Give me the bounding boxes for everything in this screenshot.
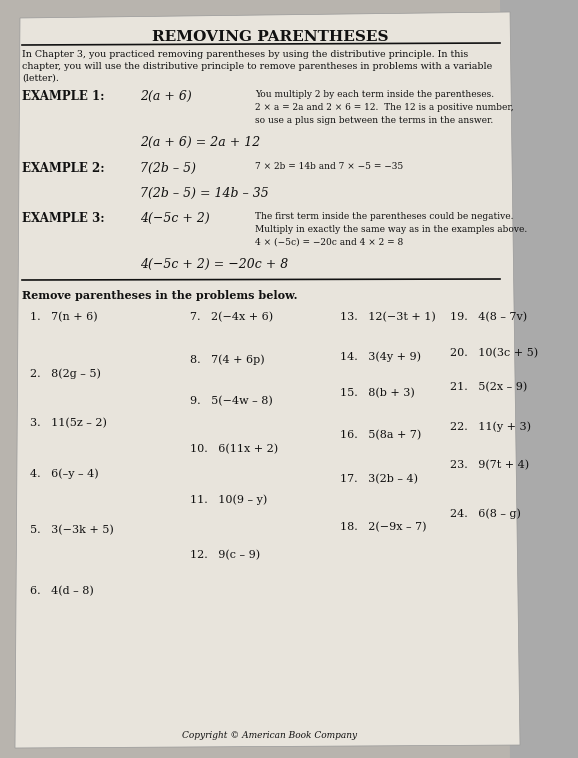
Text: 2.   8(2g – 5): 2. 8(2g – 5) [30,368,101,378]
Text: 21.   5(2x – 9): 21. 5(2x – 9) [450,382,527,393]
Text: 13.   12(−3t + 1): 13. 12(−3t + 1) [340,312,436,322]
Text: 3.   11(5z – 2): 3. 11(5z – 2) [30,418,107,429]
Text: 11.   10(9 – y): 11. 10(9 – y) [190,494,267,505]
Text: 20.   10(3c + 5): 20. 10(3c + 5) [450,349,538,359]
Text: 12.   9(c – 9): 12. 9(c – 9) [190,550,260,560]
Text: chapter, you will use the distributive principle to remove parentheses in proble: chapter, you will use the distributive p… [22,62,492,71]
Text: 2(a + 6) = 2a + 12: 2(a + 6) = 2a + 12 [140,136,260,149]
Text: 4.   6(–y – 4): 4. 6(–y – 4) [30,468,99,479]
Text: The first term inside the parentheses could be negative.: The first term inside the parentheses co… [255,212,513,221]
Text: Remove parentheses in the problems below.: Remove parentheses in the problems below… [22,290,298,301]
Text: 4(−5c + 2) = −20c + 8: 4(−5c + 2) = −20c + 8 [140,258,288,271]
Text: 5.   3(−3k + 5): 5. 3(−3k + 5) [30,525,114,535]
Text: (letter).: (letter). [22,74,59,83]
Text: 1.   7(n + 6): 1. 7(n + 6) [30,312,98,322]
Text: EXAMPLE 2:: EXAMPLE 2: [22,162,105,175]
Text: 4 × (−5c) = −20c and 4 × 2 = 8: 4 × (−5c) = −20c and 4 × 2 = 8 [255,238,403,247]
Text: 18.   2(−9x – 7): 18. 2(−9x – 7) [340,522,427,532]
Text: 10.   6(11x + 2): 10. 6(11x + 2) [190,443,278,454]
Text: 6.   4(d – 8): 6. 4(d – 8) [30,587,94,597]
Text: 4(−5c + 2): 4(−5c + 2) [140,212,210,225]
Text: 7 × 2b = 14b and 7 × −5 = −35: 7 × 2b = 14b and 7 × −5 = −35 [255,162,403,171]
Text: 9.   5(−4w – 8): 9. 5(−4w – 8) [190,396,273,406]
Text: 14.   3(4y + 9): 14. 3(4y + 9) [340,351,421,362]
Text: You multiply 2 by each term inside the parentheses.: You multiply 2 by each term inside the p… [255,90,494,99]
Text: 19.   4(8 – 7v): 19. 4(8 – 7v) [450,312,527,322]
Text: 7(2b – 5) = 14b – 35: 7(2b – 5) = 14b – 35 [140,187,269,200]
Text: 17.   3(2b – 4): 17. 3(2b – 4) [340,475,418,484]
Text: REMOVING PARENTHESES: REMOVING PARENTHESES [152,30,388,44]
Text: 24.   6(8 – g): 24. 6(8 – g) [450,508,521,518]
Text: 8.   7(4 + 6p): 8. 7(4 + 6p) [190,354,265,365]
Text: EXAMPLE 3:: EXAMPLE 3: [22,212,105,225]
Text: 2(a + 6): 2(a + 6) [140,90,192,103]
Text: so use a plus sign between the terms in the answer.: so use a plus sign between the terms in … [255,116,493,125]
Text: 2 × a = 2a and 2 × 6 = 12.  The 12 is a positive number,: 2 × a = 2a and 2 × 6 = 12. The 12 is a p… [255,103,514,112]
Text: 7(2b – 5): 7(2b – 5) [140,162,196,175]
Text: EXAMPLE 1:: EXAMPLE 1: [22,90,105,103]
Polygon shape [15,12,520,748]
Text: 16.   5(8a + 7): 16. 5(8a + 7) [340,430,421,440]
Text: 15.   8(b + 3): 15. 8(b + 3) [340,387,415,398]
Text: 22.   11(y + 3): 22. 11(y + 3) [450,421,531,432]
Text: Multiply in exactly the same way as in the examples above.: Multiply in exactly the same way as in t… [255,225,527,234]
Polygon shape [500,0,578,758]
Text: Copyright © American Book Company: Copyright © American Book Company [183,731,358,740]
Text: In Chapter 3, you practiced removing parentheses by using the distributive princ: In Chapter 3, you practiced removing par… [22,50,468,59]
Text: 7.   2(−4x + 6): 7. 2(−4x + 6) [190,312,273,322]
Text: 23.   9(7t + 4): 23. 9(7t + 4) [450,460,529,471]
